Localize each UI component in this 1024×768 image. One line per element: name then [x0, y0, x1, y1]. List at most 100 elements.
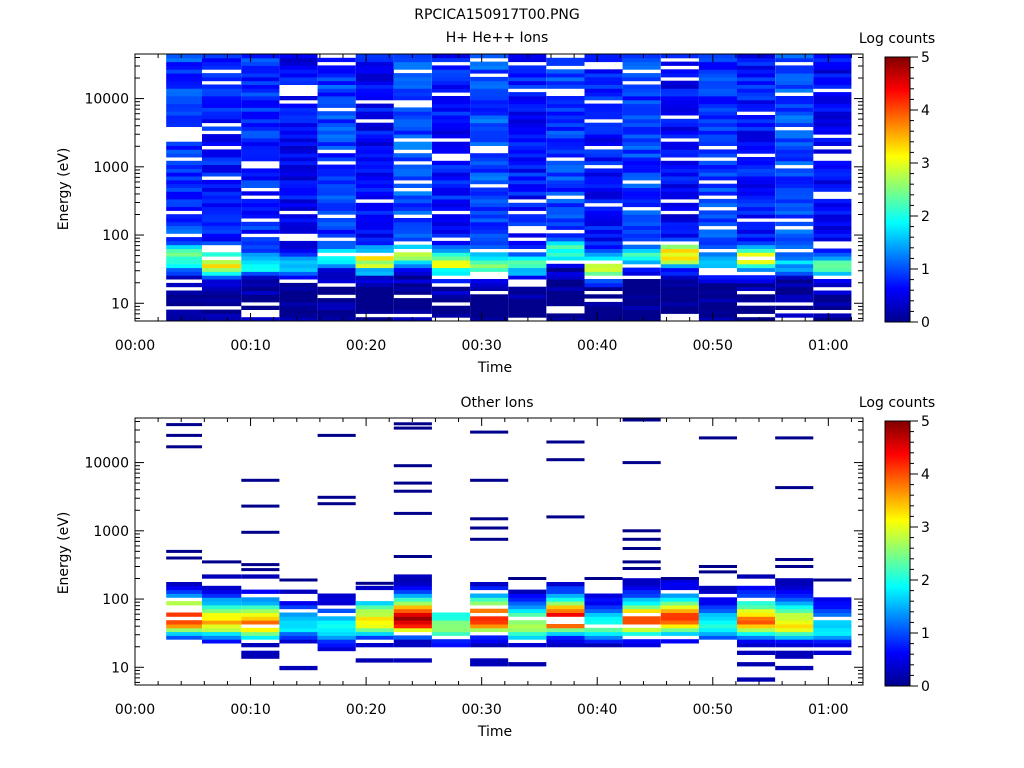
heatmap-cell	[698, 620, 737, 625]
heatmap-cell	[317, 115, 356, 120]
heatmap-cell	[393, 221, 432, 227]
heatmap-cell	[355, 658, 394, 663]
heatmap-cell	[813, 301, 852, 307]
heatmap-cell	[546, 256, 585, 261]
heatmap-cell	[355, 301, 394, 307]
panel-title: Other Ions	[460, 395, 533, 411]
heatmap-cell	[622, 96, 661, 101]
heatmap-cell	[698, 585, 737, 591]
heatmap-cell	[470, 635, 509, 640]
heatmap-cell	[241, 589, 280, 594]
heatmap-cell	[279, 149, 318, 154]
heatmap-cell	[166, 589, 202, 594]
heatmap-cell	[393, 260, 432, 265]
heatmap-cell	[508, 263, 547, 269]
heatmap-cell	[470, 65, 509, 70]
heatmap-cell	[470, 305, 509, 310]
heatmap-cell	[317, 176, 356, 181]
heatmap-cell	[508, 176, 547, 181]
heatmap-cell	[737, 225, 776, 230]
heatmap-cell	[241, 631, 280, 636]
heatmap-cell	[546, 122, 585, 127]
heatmap-cell	[317, 597, 356, 602]
heatmap-cell	[737, 639, 776, 644]
heatmap-cell	[584, 198, 623, 204]
heatmap-cell	[775, 240, 814, 246]
heatmap-cell	[622, 597, 661, 602]
heatmap-cell	[622, 282, 661, 288]
heatmap-cell	[698, 604, 737, 610]
heatmap-cell	[508, 206, 547, 211]
heatmap-cell	[279, 267, 318, 272]
x-tick-label: 00:30	[461, 702, 501, 718]
heatmap-cell	[508, 69, 547, 74]
heatmap-cell	[698, 115, 737, 120]
heatmap-cell	[393, 73, 432, 78]
y-tick-label: 100	[102, 592, 129, 608]
heatmap-cell	[202, 604, 242, 610]
heatmap-cell	[432, 65, 471, 70]
heatmap-cell	[470, 267, 509, 272]
heatmap-cell	[241, 294, 280, 299]
heatmap-cell	[813, 96, 852, 101]
heatmap-cell	[279, 589, 318, 594]
heatmap-cell	[432, 187, 471, 192]
heatmap-cell	[584, 604, 623, 610]
heatmap-cell	[813, 233, 852, 238]
heatmap-cell	[737, 130, 776, 135]
heatmap-cell	[241, 298, 280, 303]
heatmap-cell	[355, 69, 394, 74]
heatmap-cell	[317, 198, 356, 204]
heatmap-cell	[775, 597, 814, 602]
heatmap-cell	[775, 313, 814, 318]
heatmap-cell	[241, 214, 280, 219]
x-tick-label: 00:00	[115, 338, 155, 354]
heatmap-cell	[279, 252, 318, 257]
heatmap-cell	[355, 248, 394, 253]
heatmap-cell	[737, 677, 776, 682]
heatmap-cell	[622, 157, 661, 162]
heatmap-cell	[470, 111, 509, 116]
heatmap-cell	[737, 145, 776, 150]
heatmap-cell	[622, 305, 661, 310]
heatmap-cell	[698, 164, 737, 169]
heatmap-cell	[470, 279, 509, 284]
heatmap-cell	[508, 305, 547, 310]
heatmap-cell	[622, 92, 661, 97]
heatmap-cell	[546, 597, 585, 602]
heatmap-cell	[622, 172, 661, 177]
heatmap-cell	[622, 153, 661, 158]
heatmap-cell	[737, 298, 776, 303]
heatmap-cell	[546, 57, 585, 63]
heatmap-cell	[775, 279, 814, 284]
heatmap-cell	[660, 616, 699, 621]
heatmap-cell	[622, 260, 661, 265]
heatmap-cells	[166, 418, 852, 682]
heatmap-cell	[202, 639, 242, 644]
heatmap-cell	[317, 57, 356, 63]
heatmap-cell	[660, 103, 699, 108]
heatmap-cell	[622, 560, 661, 564]
heatmap-cell	[166, 256, 202, 261]
heatmap-cell	[660, 593, 699, 598]
heatmap-cell	[622, 639, 661, 644]
heatmap-cell	[737, 122, 776, 127]
heatmap-cell	[166, 275, 202, 280]
heatmap-cell	[355, 616, 394, 621]
heatmap-cell	[317, 172, 356, 177]
heatmap-cell	[202, 635, 242, 640]
heatmap-cell	[660, 620, 699, 625]
heatmap-cell	[202, 206, 242, 211]
heatmap-cell	[508, 65, 547, 70]
heatmap-cell	[317, 80, 356, 85]
heatmap-cell	[241, 198, 280, 204]
heatmap-cell	[241, 574, 280, 579]
heatmap-cell	[470, 202, 509, 208]
heatmap-cell	[660, 275, 699, 280]
heatmap-cell	[470, 643, 509, 648]
heatmap-cell	[202, 164, 242, 169]
heatmap-cell	[508, 290, 547, 295]
heatmap-cell	[698, 301, 737, 307]
heatmap-cell	[660, 172, 699, 177]
heatmap-cell	[241, 478, 280, 482]
